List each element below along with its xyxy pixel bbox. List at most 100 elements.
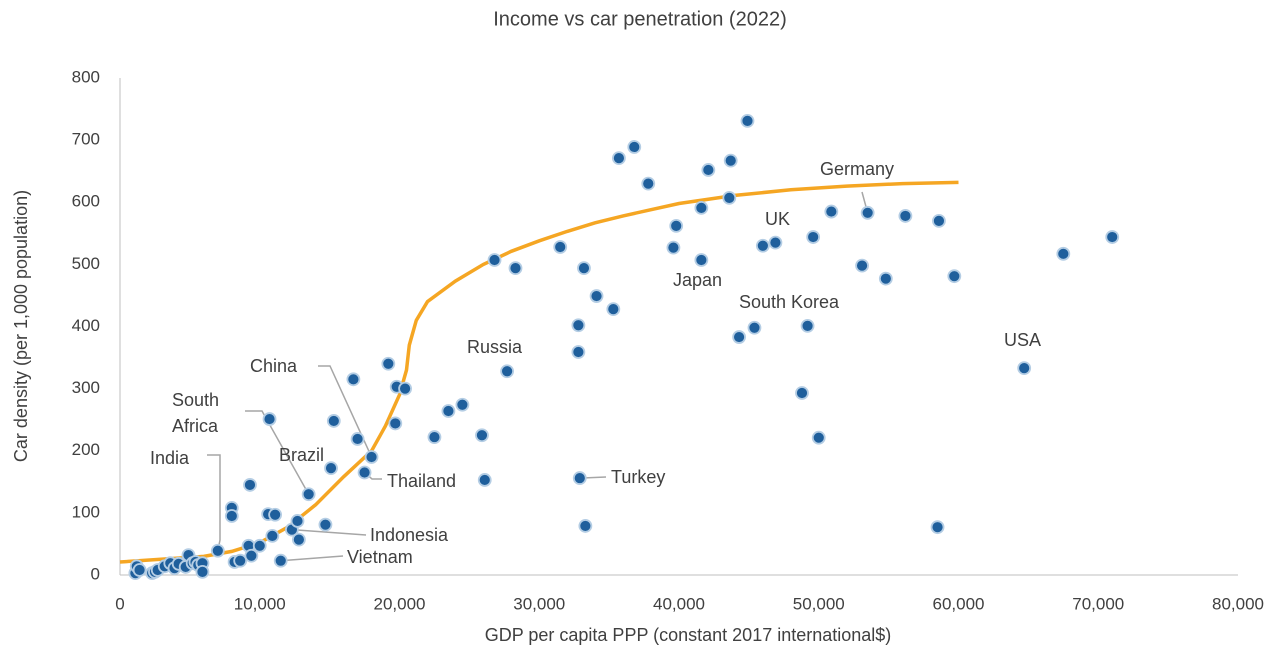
scatter-point	[930, 520, 945, 535]
scatter-point	[233, 553, 248, 568]
scatter-point	[898, 209, 913, 223]
scatter-point	[477, 473, 492, 487]
annotation-label: Japan	[673, 270, 723, 290]
scatter-point	[811, 430, 826, 445]
x-tick-label: 80,000	[1212, 594, 1264, 613]
annotation-leader	[207, 454, 221, 551]
annotation-label: Germany	[820, 159, 895, 179]
annotation-label: South Africa	[172, 390, 220, 436]
scatter-point	[475, 428, 489, 443]
y-tick-label: 0	[91, 564, 100, 583]
scatter-point	[398, 381, 412, 396]
scatter-point	[800, 318, 815, 333]
annotation-label: India	[150, 448, 190, 468]
scatter-point	[1056, 246, 1071, 261]
scatter-point	[747, 320, 762, 335]
scatter-point	[350, 432, 365, 446]
y-tick-label: 300	[72, 378, 100, 397]
y-tick-label: 800	[72, 67, 100, 86]
trendline	[119, 180, 959, 564]
scatter-point	[364, 450, 379, 464]
scatter-point	[553, 240, 568, 254]
annotation-label: Russia	[467, 337, 523, 357]
scatter-point	[252, 538, 267, 553]
annotation-leader	[318, 365, 373, 458]
scatter-point	[268, 507, 283, 522]
chart-title: Income vs car penetration (2022)	[493, 8, 787, 30]
annotation-leader	[291, 528, 367, 536]
scatter-point	[318, 517, 333, 532]
annotation-label: Turkey	[611, 467, 666, 487]
scatter-point	[487, 253, 502, 267]
scatter-point	[571, 345, 586, 359]
x-tick-label: 40,000	[653, 594, 705, 613]
y-tick-label: 100	[72, 502, 100, 521]
scatter-point	[301, 487, 316, 502]
scatter-point	[577, 261, 591, 276]
scatter-point	[427, 430, 442, 444]
y-tick-label: 600	[72, 192, 100, 211]
scatter-point	[669, 218, 684, 233]
scatter-point	[324, 461, 338, 476]
scatter-point	[694, 253, 709, 267]
scatter-point	[755, 238, 770, 253]
annotation-label: UK	[765, 209, 791, 229]
y-tick-label: 400	[72, 316, 100, 335]
annotation-label: Thailand	[387, 471, 457, 491]
scatter-point	[722, 191, 737, 205]
x-tick-label: 70,000	[1072, 594, 1124, 613]
annotation-label: China	[250, 356, 298, 376]
annotation-label: Brazil	[279, 445, 325, 465]
scatter-point	[381, 356, 396, 371]
annotation-label: USA	[1004, 330, 1042, 350]
scatter-point	[806, 230, 821, 244]
scatter-point	[740, 113, 755, 128]
annotation-label: South Korea	[739, 292, 840, 312]
scatter-point	[290, 514, 305, 528]
scatter-point	[388, 416, 403, 431]
scatter-point	[947, 269, 962, 284]
scatter-point	[606, 302, 621, 317]
scatter-point	[612, 151, 626, 166]
scatter-point	[224, 509, 239, 523]
x-tick-label: 60,000	[933, 594, 985, 613]
y-axis-label: Car density (per 1,000 population)	[11, 190, 31, 462]
scatter-point	[627, 140, 642, 154]
annotation-leader	[245, 410, 310, 495]
scatter-point	[578, 519, 593, 533]
y-tick-label: 200	[72, 440, 100, 459]
scatter-point	[878, 271, 893, 286]
scatter-point	[357, 465, 372, 480]
annotation-leader	[280, 555, 344, 562]
scatter-point	[455, 397, 470, 412]
x-tick-label: 30,000	[513, 594, 565, 613]
scatter-point	[572, 471, 587, 485]
scatter-point	[243, 478, 257, 492]
x-tick-label: 0	[115, 594, 124, 613]
scatter-point	[694, 200, 709, 215]
scatter-point	[346, 372, 361, 387]
scatter-point	[273, 553, 288, 568]
x-axis-label: GDP per capita PPP (constant 2017 intern…	[485, 625, 892, 645]
scatter-point	[641, 176, 656, 191]
scatter-point	[666, 240, 681, 255]
scatter-point	[860, 205, 875, 220]
scatter-point	[508, 261, 523, 276]
scatter-point	[768, 235, 783, 250]
scatter-point	[326, 414, 341, 428]
scatter-point	[732, 330, 746, 344]
scatter-point	[291, 532, 306, 547]
scatter-point	[1017, 361, 1032, 376]
scatter-point	[589, 289, 604, 303]
scatter-point	[1105, 230, 1120, 244]
x-tick-label: 50,000	[793, 594, 845, 613]
scatter-point	[795, 386, 809, 400]
y-tick-label: 700	[72, 130, 100, 149]
x-tick-label: 20,000	[374, 594, 426, 613]
scatter-point	[195, 564, 210, 579]
x-tick-label: 10,000	[234, 594, 286, 613]
scatter-point	[701, 163, 716, 177]
scatter-point	[210, 543, 225, 558]
